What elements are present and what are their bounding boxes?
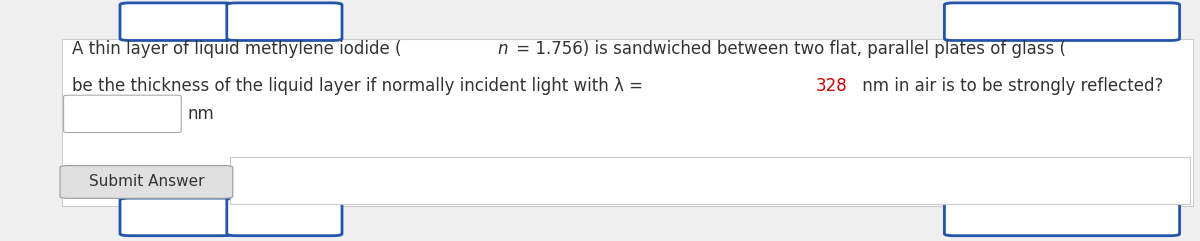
FancyBboxPatch shape [227, 3, 342, 40]
FancyBboxPatch shape [227, 198, 342, 236]
Text: be the thickness of the liquid layer if normally incident light with λ =: be the thickness of the liquid layer if … [72, 77, 648, 94]
FancyBboxPatch shape [64, 95, 181, 133]
FancyBboxPatch shape [944, 3, 1180, 40]
FancyBboxPatch shape [120, 3, 233, 40]
FancyBboxPatch shape [60, 166, 233, 198]
FancyBboxPatch shape [120, 198, 233, 236]
Text: 328: 328 [816, 77, 847, 94]
Text: Submit Answer: Submit Answer [89, 174, 204, 189]
Text: A thin layer of liquid methylene iodide (: A thin layer of liquid methylene iodide … [72, 40, 401, 58]
FancyBboxPatch shape [230, 157, 1190, 204]
Text: nm in air is to be strongly reflected?: nm in air is to be strongly reflected? [857, 77, 1163, 94]
Text: nm: nm [187, 105, 214, 123]
FancyBboxPatch shape [944, 198, 1180, 236]
FancyBboxPatch shape [62, 39, 1193, 206]
Text: n: n [497, 40, 508, 58]
Text: = 1.756) is sandwiched between two flat, parallel plates of glass (: = 1.756) is sandwiched between two flat,… [510, 40, 1066, 58]
